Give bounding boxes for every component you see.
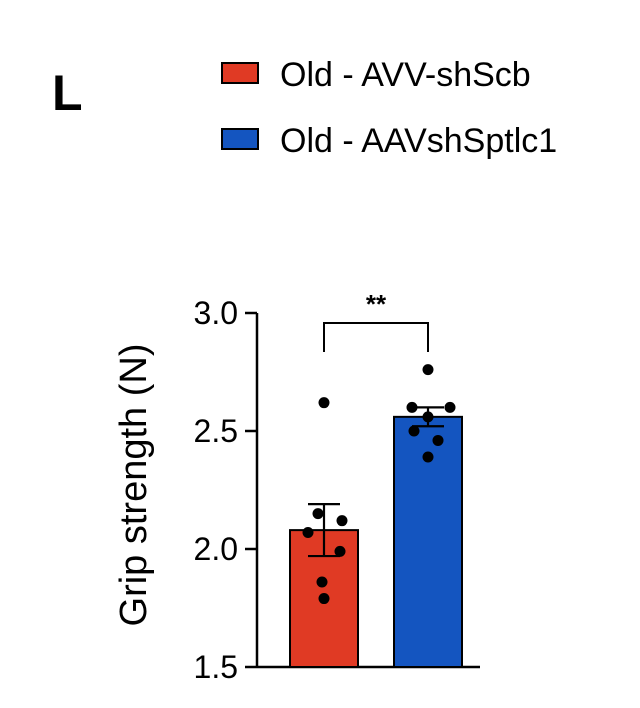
- data-point: [316, 576, 328, 588]
- data-points: [302, 364, 456, 605]
- data-point: [302, 526, 314, 538]
- data-point: [318, 593, 330, 605]
- data-point: [432, 434, 444, 446]
- data-point: [318, 397, 330, 409]
- y-tick-label: 3.0: [194, 295, 238, 331]
- y-axis-title: Grip strength (N): [113, 344, 155, 627]
- data-point: [422, 451, 434, 463]
- plot-area: Grip strength (N) 1.5 2.0 2.5 3.0 **: [113, 289, 480, 685]
- significance-label: **: [366, 289, 387, 319]
- data-point: [408, 425, 420, 437]
- significance-bracket-line: [323, 322, 429, 352]
- legend-swatch-1: [221, 128, 259, 150]
- legend-swatch-0: [221, 62, 259, 84]
- data-point: [336, 515, 348, 527]
- legend-label-0: Old - AVV-shScb: [280, 56, 531, 94]
- data-point: [444, 401, 456, 413]
- data-point: [422, 364, 434, 376]
- data-point: [334, 545, 346, 557]
- error-bar-0: [308, 503, 340, 558]
- data-point: [406, 401, 418, 413]
- y-tick-label: 2.0: [194, 531, 238, 567]
- y-ticks: 1.5 2.0 2.5 3.0: [194, 295, 257, 685]
- data-point: [422, 411, 434, 423]
- bars: [289, 415, 463, 668]
- data-point: [312, 508, 324, 520]
- significance-bracket: **: [323, 289, 429, 352]
- legend-item-1: Old - AAVshSptlc1: [221, 122, 557, 160]
- y-tick-label: 1.5: [194, 649, 238, 685]
- legend-label-1: Old - AAVshSptlc1: [280, 122, 557, 160]
- y-tick-label: 2.5: [194, 413, 238, 449]
- panel-letter: L: [52, 65, 83, 121]
- legend: Old - AVV-shScb Old - AAVshSptlc1: [221, 56, 557, 160]
- legend-item-0: Old - AVV-shScb: [221, 56, 531, 94]
